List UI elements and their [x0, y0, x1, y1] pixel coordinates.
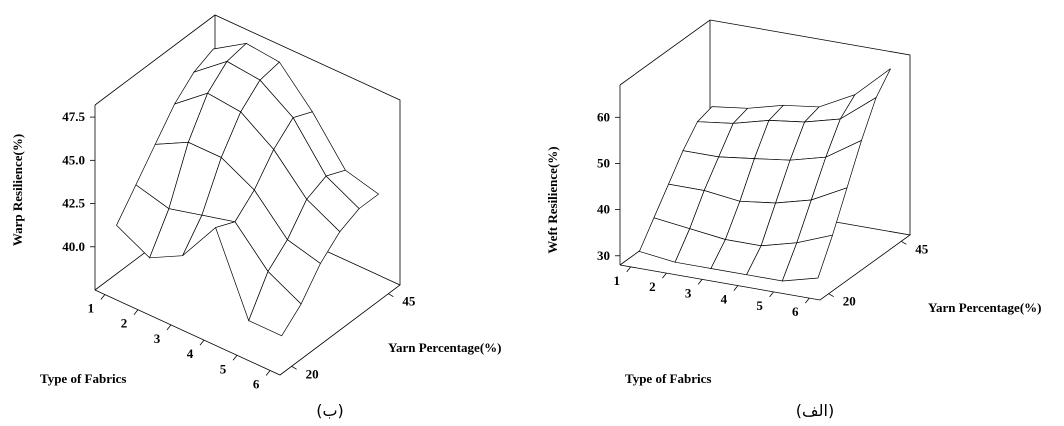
x-tick-label: 5 [756, 298, 763, 313]
x-tick [662, 272, 667, 279]
z-tick-label: 45.0 [62, 152, 85, 167]
x-tick-label: 3 [154, 331, 161, 346]
z-axis-label: Warp Resilience(%) [10, 134, 25, 246]
x-tick-label: 4 [187, 346, 194, 361]
x-tick [100, 294, 106, 300]
x-tick-label: 1 [88, 301, 95, 316]
y-tick [901, 240, 907, 245]
x-tick [232, 355, 238, 361]
surface-cell [781, 234, 834, 282]
x-axis-label: Type of Fabrics [625, 371, 711, 386]
x-axis-label: Type of Fabrics [40, 371, 126, 386]
x-tick [166, 324, 172, 331]
z-tick-label: 42.5 [62, 196, 85, 211]
x-tick [199, 339, 205, 346]
x-tick-label: 6 [792, 304, 799, 319]
box-wall [619, 19, 911, 235]
box-wall [94, 14, 401, 285]
x-tick [733, 285, 739, 291]
x-tick [697, 279, 703, 285]
y-axis-label: Yarn Percentage(%) [388, 340, 501, 355]
y-tick [291, 365, 297, 370]
y-axis-label: Yarn Percentage(%) [928, 300, 1041, 315]
x-tick-label: 6 [253, 376, 260, 391]
x-tick-label: 2 [121, 316, 128, 331]
y-tick-label: 45 [915, 241, 929, 256]
y-tick-label: 45 [402, 294, 416, 309]
x-tick [626, 266, 632, 273]
z-tick-label: 50 [597, 155, 610, 170]
caption: (الف) [796, 401, 834, 420]
z-tick-label: 60 [597, 109, 610, 124]
y-tick [388, 293, 394, 298]
x-tick [265, 370, 271, 376]
x-tick [769, 291, 774, 298]
z-axis-label: Weft Resilience(%) [545, 146, 560, 253]
x-tick [133, 309, 139, 315]
z-tick-label: 30 [597, 248, 610, 263]
z-tick-label: 40.0 [62, 239, 85, 254]
x-tick-label: 3 [685, 285, 692, 300]
x-tick-label: 4 [721, 292, 728, 307]
z-tick-label: 40 [597, 202, 610, 217]
y-tick [828, 293, 834, 298]
x-tick-label: 1 [613, 273, 620, 288]
y-tick-label: 20 [843, 294, 856, 309]
x-tick-label: 2 [649, 279, 656, 294]
surface-cell [248, 270, 302, 337]
caption: (ب) [316, 401, 344, 420]
x-tick [804, 297, 810, 304]
y-tick-label: 20 [306, 366, 319, 381]
x-tick-label: 5 [220, 361, 227, 376]
z-tick-label: 47.5 [62, 109, 85, 124]
